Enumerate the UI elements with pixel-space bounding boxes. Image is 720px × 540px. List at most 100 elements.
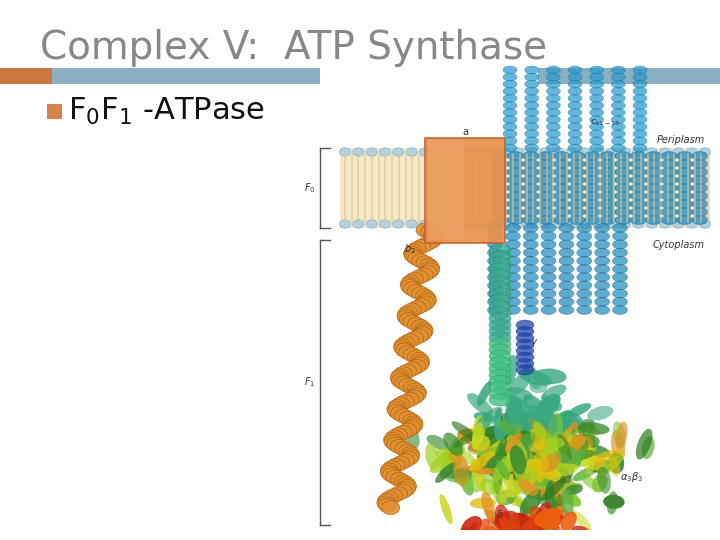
- Ellipse shape: [611, 123, 626, 131]
- Ellipse shape: [526, 417, 549, 435]
- Ellipse shape: [472, 422, 483, 450]
- Ellipse shape: [538, 192, 554, 200]
- Ellipse shape: [486, 148, 498, 156]
- Text: $\alpha_3\beta_3$: $\alpha_3\beta_3$: [620, 470, 643, 484]
- Ellipse shape: [613, 298, 628, 306]
- Ellipse shape: [575, 530, 598, 540]
- Ellipse shape: [611, 109, 626, 117]
- Ellipse shape: [487, 452, 509, 468]
- Ellipse shape: [487, 289, 503, 298]
- Ellipse shape: [539, 148, 551, 156]
- Ellipse shape: [692, 176, 708, 185]
- Ellipse shape: [475, 407, 503, 430]
- Ellipse shape: [633, 137, 647, 145]
- Ellipse shape: [544, 536, 565, 540]
- Ellipse shape: [410, 329, 428, 343]
- Ellipse shape: [523, 363, 541, 389]
- Ellipse shape: [489, 369, 511, 381]
- Ellipse shape: [515, 514, 529, 540]
- Ellipse shape: [661, 215, 678, 225]
- Ellipse shape: [585, 207, 600, 217]
- Ellipse shape: [585, 199, 600, 208]
- Ellipse shape: [692, 207, 708, 217]
- Ellipse shape: [436, 448, 463, 463]
- Ellipse shape: [516, 365, 534, 375]
- Ellipse shape: [524, 406, 553, 430]
- Ellipse shape: [692, 199, 708, 208]
- Ellipse shape: [568, 144, 582, 152]
- Ellipse shape: [446, 148, 457, 156]
- Ellipse shape: [526, 417, 548, 429]
- Ellipse shape: [489, 394, 511, 406]
- Ellipse shape: [521, 473, 532, 493]
- Ellipse shape: [577, 248, 592, 257]
- Ellipse shape: [542, 422, 571, 438]
- Ellipse shape: [590, 94, 603, 103]
- Ellipse shape: [395, 409, 413, 423]
- Ellipse shape: [569, 159, 585, 168]
- Ellipse shape: [523, 273, 539, 282]
- Ellipse shape: [399, 305, 417, 319]
- Ellipse shape: [541, 442, 552, 465]
- Ellipse shape: [400, 451, 418, 465]
- Ellipse shape: [508, 176, 523, 185]
- Ellipse shape: [543, 448, 559, 475]
- Ellipse shape: [595, 298, 610, 306]
- Ellipse shape: [542, 461, 572, 483]
- Ellipse shape: [505, 240, 521, 249]
- Ellipse shape: [559, 232, 574, 241]
- Ellipse shape: [525, 73, 539, 81]
- Ellipse shape: [547, 422, 561, 443]
- Ellipse shape: [486, 220, 498, 228]
- Ellipse shape: [439, 494, 453, 524]
- Ellipse shape: [547, 437, 559, 469]
- Ellipse shape: [534, 508, 561, 527]
- Ellipse shape: [423, 228, 441, 242]
- Ellipse shape: [487, 306, 503, 314]
- Ellipse shape: [473, 148, 484, 156]
- Ellipse shape: [569, 176, 585, 185]
- Ellipse shape: [495, 451, 510, 471]
- Ellipse shape: [557, 441, 586, 455]
- Ellipse shape: [525, 109, 539, 117]
- Ellipse shape: [407, 383, 425, 397]
- Ellipse shape: [402, 414, 420, 428]
- Ellipse shape: [489, 432, 508, 445]
- Ellipse shape: [526, 460, 553, 476]
- Ellipse shape: [395, 442, 413, 456]
- Ellipse shape: [489, 263, 511, 275]
- Ellipse shape: [520, 483, 551, 500]
- Ellipse shape: [554, 176, 570, 185]
- Ellipse shape: [447, 466, 478, 479]
- Ellipse shape: [585, 444, 611, 457]
- Ellipse shape: [577, 419, 595, 435]
- Ellipse shape: [559, 298, 574, 306]
- Ellipse shape: [529, 464, 551, 489]
- Ellipse shape: [536, 394, 560, 413]
- Ellipse shape: [609, 457, 620, 476]
- Ellipse shape: [505, 428, 521, 446]
- Ellipse shape: [414, 327, 432, 341]
- Ellipse shape: [503, 130, 517, 138]
- Ellipse shape: [546, 73, 560, 81]
- Ellipse shape: [619, 220, 631, 228]
- Ellipse shape: [546, 80, 560, 88]
- Ellipse shape: [523, 445, 539, 472]
- Ellipse shape: [384, 433, 402, 447]
- Ellipse shape: [523, 394, 546, 417]
- Ellipse shape: [518, 449, 528, 469]
- Ellipse shape: [457, 537, 490, 540]
- Ellipse shape: [534, 456, 561, 470]
- Text: $b_2$: $b_2$: [404, 242, 416, 256]
- Ellipse shape: [516, 456, 547, 467]
- Ellipse shape: [516, 326, 534, 336]
- Ellipse shape: [403, 362, 421, 376]
- Ellipse shape: [646, 199, 662, 208]
- Ellipse shape: [559, 240, 574, 249]
- Ellipse shape: [415, 289, 433, 303]
- Ellipse shape: [546, 94, 560, 103]
- Ellipse shape: [499, 516, 517, 540]
- Ellipse shape: [595, 248, 610, 257]
- Ellipse shape: [397, 477, 415, 491]
- Ellipse shape: [590, 137, 603, 145]
